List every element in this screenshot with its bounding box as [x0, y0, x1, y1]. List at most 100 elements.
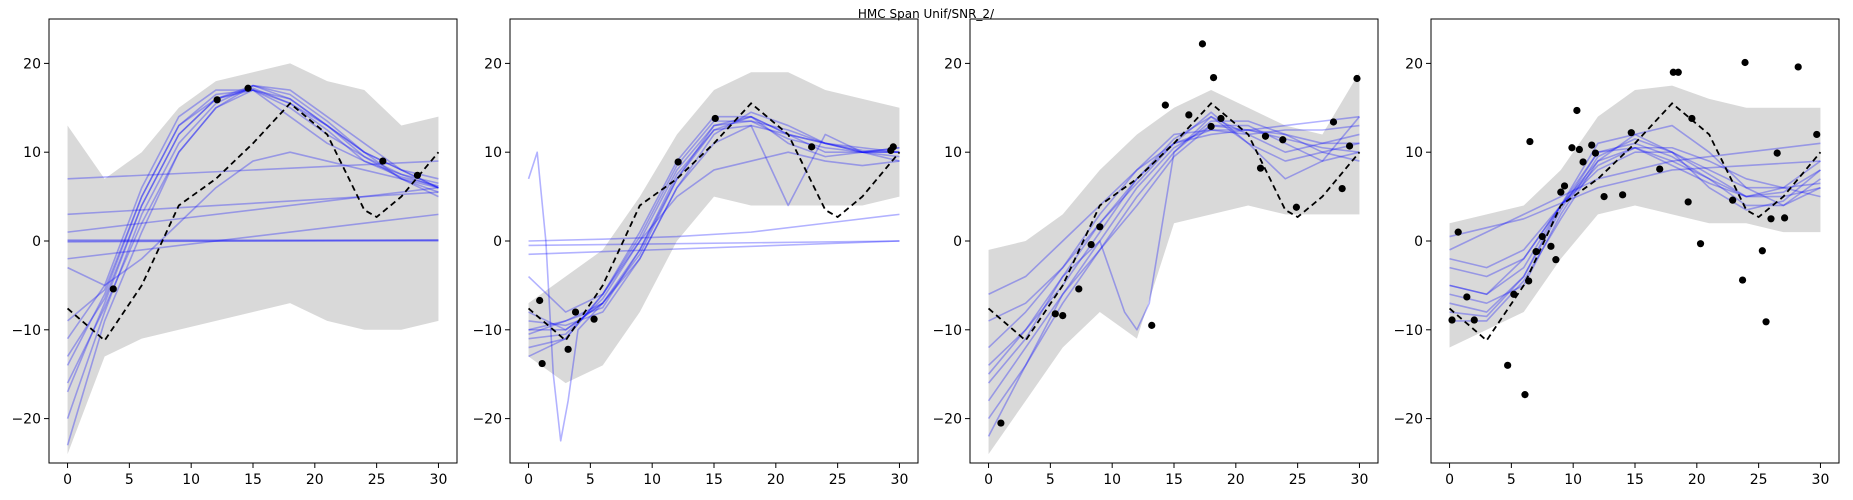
x-tick-label: 15	[705, 472, 723, 488]
x-tick-label: 0	[1445, 472, 1454, 488]
sample-line-14	[67, 213, 439, 260]
y-tick-label: 10	[484, 145, 502, 161]
sample-line-4	[1449, 138, 1821, 304]
data-point	[1762, 318, 1770, 326]
data-point	[674, 158, 682, 166]
data-point	[571, 308, 580, 316]
subplot-1: 0 5 10 15 20 25 30 −20 −10 0 10 20	[11, 18, 458, 488]
x-tick-label: 30	[430, 472, 448, 488]
sample-line-7	[66, 89, 439, 446]
x-tick-label: 10	[1564, 472, 1582, 488]
sample-line-1	[528, 115, 900, 331]
x-tick-label: 30	[891, 472, 909, 488]
sample-line-8	[1449, 142, 1821, 251]
x-tick-label: 15	[1626, 472, 1644, 488]
data-point	[1463, 293, 1471, 301]
sample-line-3	[987, 115, 1360, 366]
x-tick-label: 20	[1688, 472, 1706, 488]
data-point	[889, 143, 897, 151]
credible-band	[1449, 85, 1821, 348]
data-point	[1292, 203, 1300, 211]
data-point	[1575, 145, 1583, 154]
y-tick-label: −20	[472, 412, 502, 428]
x-tick-label: 10	[1103, 472, 1121, 488]
data-point	[1688, 114, 1696, 123]
data-point	[1627, 129, 1635, 137]
y-tick-label: 20	[1405, 56, 1423, 72]
x-tick-label: 5	[1507, 472, 1516, 488]
data-point	[109, 285, 117, 293]
subplot-3: 0 5 10 15 20 25 30 −20 −10 0 10 20	[932, 18, 1379, 488]
data-point	[1656, 165, 1664, 173]
y-tick-label: 0	[953, 234, 962, 250]
plot-area	[66, 63, 440, 455]
sample-line-8	[66, 87, 439, 357]
data-point	[1087, 240, 1095, 249]
x-tick-label: 30	[1351, 472, 1369, 488]
data-point	[1454, 228, 1462, 236]
y-tick-label: −20	[1393, 412, 1423, 428]
data-point	[1741, 58, 1749, 67]
sample-line-6	[1449, 146, 1821, 269]
data-point	[1758, 247, 1766, 255]
data-point	[1279, 136, 1287, 144]
data-point	[997, 419, 1005, 427]
data-point	[379, 157, 387, 165]
sample-line-10	[1449, 124, 1821, 296]
x-tick-label: 25	[368, 472, 386, 488]
sample-line-1	[1449, 146, 1821, 296]
x-tick-label: 20	[767, 472, 785, 488]
data-point	[1767, 215, 1775, 223]
y-tick-label: 20	[23, 56, 41, 72]
sample-line-11	[67, 239, 439, 243]
sample-line-16	[67, 151, 439, 287]
sample-line-9	[987, 115, 1360, 375]
data-point	[536, 296, 544, 305]
x-tick-label: 25	[1289, 472, 1307, 488]
y-tick-label: 20	[484, 56, 502, 72]
data-point	[1547, 242, 1555, 250]
data-point	[1619, 191, 1627, 199]
y-tick-label: −20	[932, 412, 962, 428]
credible-band	[67, 63, 439, 455]
sample-line-4	[66, 89, 439, 340]
data-point	[1674, 68, 1682, 76]
plot-area	[1448, 58, 1822, 399]
sample-line-1	[66, 84, 439, 393]
data-point	[1207, 122, 1215, 131]
data-point	[1353, 74, 1361, 83]
sample-line-12	[527, 151, 900, 313]
x-tick-label: 25	[829, 472, 847, 488]
x-tick-label: 5	[1046, 472, 1055, 488]
y-tick-label: −10	[472, 323, 502, 339]
data-point	[1729, 196, 1737, 204]
data-point	[1813, 130, 1821, 139]
data-point	[1525, 277, 1533, 285]
sample-line-10	[528, 240, 900, 247]
data-point	[808, 143, 816, 151]
y-tick-label: −10	[932, 323, 962, 339]
sample-line-3	[1449, 151, 1821, 278]
data-point	[1738, 276, 1747, 284]
sample-line-7	[987, 124, 1360, 437]
data-point	[1338, 185, 1346, 193]
sample-line-12	[67, 160, 439, 180]
data-point	[1568, 144, 1576, 152]
data-point	[1256, 164, 1265, 172]
sample-line-15	[67, 186, 439, 233]
x-tick-label: 25	[1750, 472, 1768, 488]
data-point	[538, 359, 546, 368]
data-point	[1794, 63, 1802, 71]
true-function-line	[66, 102, 440, 342]
sample-line-3	[66, 84, 439, 419]
sample-line-6	[528, 115, 900, 331]
data-point	[1209, 74, 1218, 82]
x-tick-label: 30	[1812, 472, 1830, 488]
x-tick-label: 20	[1227, 472, 1245, 488]
data-point	[413, 171, 422, 179]
y-tick-label: 20	[944, 56, 962, 72]
data-point	[1185, 111, 1193, 119]
sample-line-5	[528, 124, 900, 335]
sample-line-6	[67, 89, 439, 322]
